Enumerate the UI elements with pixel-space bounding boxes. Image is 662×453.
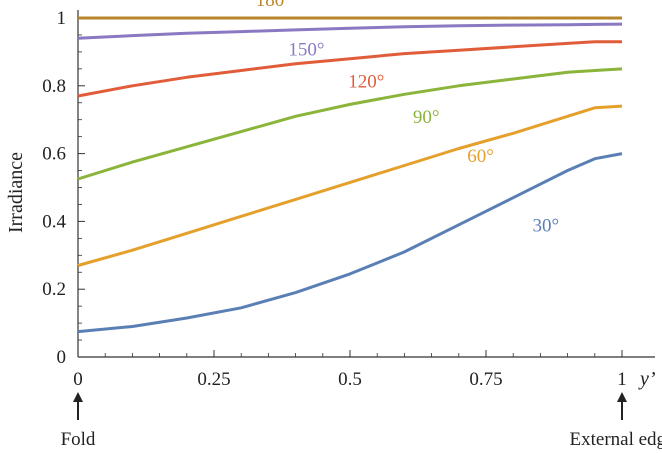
x-tick-label: 0.25 (197, 369, 230, 390)
series-label-90deg: 90° (413, 107, 440, 128)
series-line-150deg (77, 22, 623, 40)
fold-arrow-head (73, 392, 83, 402)
x-tick-label: 1 (617, 369, 627, 390)
y-tick-label: 0 (57, 347, 67, 368)
series-line-60deg (77, 104, 623, 267)
series-label-60deg: 60° (467, 146, 494, 167)
x-tick-label: 0 (73, 369, 83, 390)
x-tick-label: 0.75 (469, 369, 502, 390)
y-tick-label: 0.4 (42, 211, 66, 232)
fold-label: Fold (61, 429, 96, 450)
series-label-30deg: 30° (533, 216, 560, 237)
external-edge-arrow-head (617, 392, 627, 402)
x-tick-label: 0.5 (338, 369, 362, 390)
y-tick-label: 0.8 (42, 76, 66, 97)
axes: 0 0.25 0.5 0.75 1 0 0.2 0.4 0.6 0.8 1 Irradiance y’ (5, 8, 656, 390)
series-label-150deg: 150° (288, 39, 324, 60)
x-axis-label: y’ (638, 368, 656, 390)
series-label-120deg: 120° (348, 71, 384, 92)
y-tick-label: 1 (57, 8, 67, 29)
series-line-90deg (77, 67, 623, 181)
y-axis-label: Irradiance (5, 152, 27, 233)
series-line-120deg (77, 40, 622, 98)
annotations: Fold External edge (61, 392, 662, 450)
y-tick-label: 0.6 (42, 144, 66, 165)
y-tick-label: 0.2 (42, 279, 66, 300)
series-labels: 30° 60° 90° 120° 150° 180° (256, 0, 559, 237)
series-line-30deg (77, 152, 623, 334)
series-lines (77, 16, 623, 334)
external-edge-label: External edge (570, 429, 662, 450)
series-label-180deg: 180° (256, 0, 292, 11)
